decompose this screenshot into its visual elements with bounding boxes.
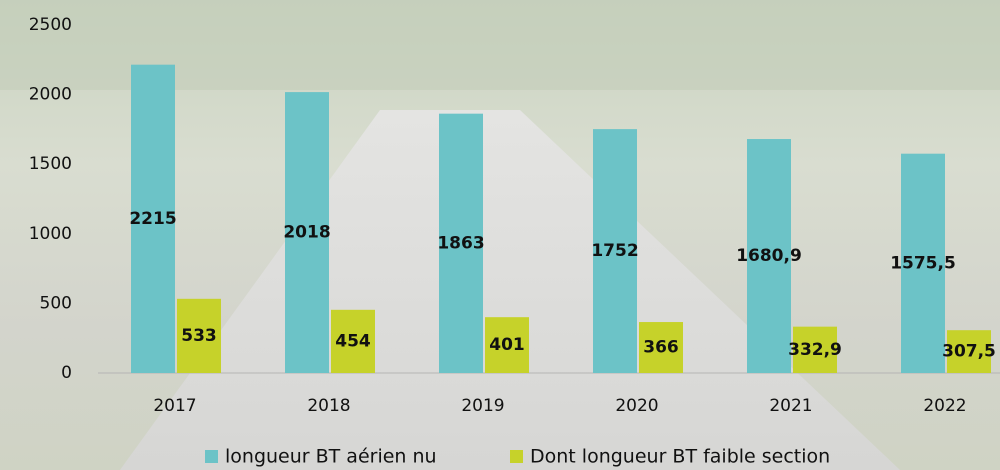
value-label: 332,9 bbox=[788, 340, 842, 360]
legend-label: longueur BT aérien nu bbox=[225, 446, 437, 468]
y-tick-label: 1500 bbox=[29, 154, 72, 174]
value-label: 2215 bbox=[129, 209, 176, 229]
legend-label: Dont longueur BT faible section bbox=[530, 446, 830, 468]
legend-swatch bbox=[510, 450, 523, 463]
y-tick-label: 500 bbox=[40, 293, 72, 313]
value-label: 533 bbox=[181, 326, 217, 346]
x-tick-label: 2017 bbox=[153, 396, 196, 416]
y-tick-label: 2500 bbox=[29, 15, 72, 35]
value-label: 1752 bbox=[591, 241, 638, 261]
y-tick-label: 2000 bbox=[29, 85, 72, 105]
x-tick-label: 2021 bbox=[769, 396, 812, 416]
x-tick-label: 2019 bbox=[461, 396, 504, 416]
value-label: 366 bbox=[643, 338, 679, 358]
value-label: 307,5 bbox=[942, 342, 996, 362]
legend-swatch bbox=[205, 450, 218, 463]
chart: 0 500 1000 1500 2000 2500 2017 2215 533 2018 2018 4… bbox=[0, 0, 1000, 470]
value-label: 1680,9 bbox=[736, 246, 802, 266]
value-label: 1575,5 bbox=[890, 253, 956, 273]
value-label: 454 bbox=[335, 331, 371, 351]
value-label: 2018 bbox=[283, 223, 330, 243]
value-label: 401 bbox=[489, 335, 525, 355]
x-tick-label: 2022 bbox=[923, 396, 966, 416]
y-tick-label: 0 bbox=[61, 363, 72, 383]
value-label: 1863 bbox=[437, 233, 484, 253]
y-tick-label: 1000 bbox=[29, 224, 72, 244]
x-tick-label: 2020 bbox=[615, 396, 658, 416]
x-tick-label: 2018 bbox=[307, 396, 350, 416]
